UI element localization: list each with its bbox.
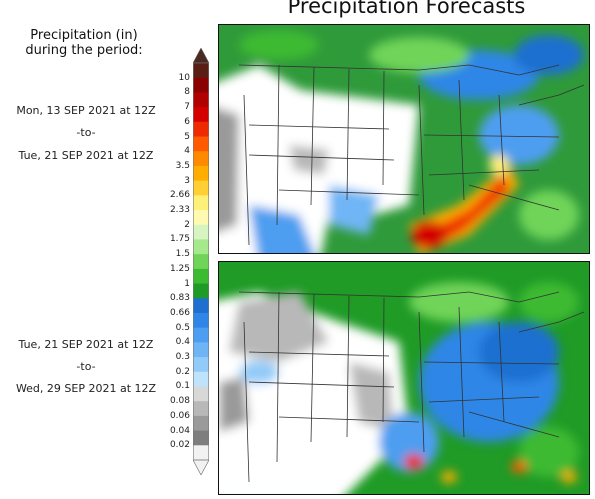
- scale-swatch: [193, 430, 209, 446]
- map-week1-image: [219, 25, 589, 253]
- scale-arrow-top: [193, 48, 209, 64]
- period-week2-sep: -to-: [76, 360, 96, 373]
- scale-tick-label: 3.5: [175, 160, 190, 171]
- scale-swatch: [193, 136, 209, 152]
- scale-swatch: [193, 180, 209, 196]
- scale-swatch: [193, 401, 209, 417]
- legend-heading-line1: Precipitation (in): [30, 28, 138, 43]
- scale-tick-label: 2.33: [169, 205, 190, 216]
- map-week2: [218, 261, 590, 495]
- scale-tick-label: 0.06: [169, 410, 190, 421]
- scale-tick-label: 0.5: [175, 322, 190, 333]
- scale-swatch: [193, 224, 209, 240]
- scale-swatch: [193, 312, 209, 329]
- scale-frame: [193, 62, 209, 461]
- scale-swatch: [193, 195, 209, 211]
- scale-swatch: [193, 445, 209, 461]
- scale-swatch: [193, 77, 209, 93]
- period-week2-start: Tue, 21 SEP 2021 at 12Z: [18, 338, 154, 351]
- period-week1-start: Mon, 13 SEP 2021 at 12Z: [16, 104, 156, 117]
- scale-tick-label: 0.4: [175, 337, 190, 348]
- legend-heading: Precipitation (in) during the period:: [10, 28, 158, 58]
- scale-tick-label: 0.2: [175, 366, 190, 377]
- scale-swatch: [193, 371, 209, 387]
- scale-swatch: [193, 121, 209, 138]
- scale-swatch: [193, 283, 209, 299]
- scale-tick-label: 0.83: [169, 293, 190, 304]
- scale-arrow-bottom: [193, 459, 209, 475]
- scale-tick-label: 2: [184, 219, 190, 230]
- scale-tick-label: 1.75: [169, 234, 190, 245]
- period-week1-sep: -to-: [76, 126, 96, 139]
- scale-tick-label: 6: [184, 116, 190, 127]
- scale-swatch: [193, 342, 209, 358]
- scale-tick-label: 0.08: [169, 396, 190, 407]
- scale-tick-label: 0.02: [169, 440, 190, 451]
- scale-tick-label: 1.25: [169, 263, 190, 274]
- scale-swatch: [193, 327, 209, 343]
- scale-swatch: [193, 210, 209, 226]
- period-week1-end: Tue, 21 SEP 2021 at 12Z: [18, 149, 154, 162]
- legend-heading-line2: during the period:: [25, 43, 143, 58]
- scale-swatch: [193, 357, 209, 373]
- scale-swatch: [193, 386, 209, 402]
- scale-swatch: [193, 254, 209, 270]
- scale-tick-label: 10: [178, 72, 190, 83]
- scale-tick-label: 0.3: [175, 352, 190, 363]
- scale-swatch: [193, 107, 209, 123]
- scale-swatch: [193, 151, 209, 167]
- scale-swatch: [193, 165, 209, 182]
- scale-tick-label: 0.66: [169, 307, 190, 318]
- period-week2-end: Wed, 29 SEP 2021 at 12Z: [15, 382, 157, 395]
- scale-tick-label: 0.04: [169, 425, 190, 436]
- scale-tick-label: 2.66: [169, 190, 190, 201]
- scale-tick-label: 7: [184, 102, 190, 113]
- scale-swatch: [193, 268, 209, 285]
- scale-tick-label: 1.5: [175, 249, 190, 260]
- scale-swatch: [193, 298, 209, 314]
- chart-title: Precipitation Forecasts: [287, 0, 526, 18]
- scale-swatch: [193, 239, 209, 255]
- color-scale-bar: [193, 48, 209, 475]
- scale-swatch: [193, 63, 209, 79]
- scale-tick-label: 8: [184, 87, 190, 98]
- scale-tick-label: 5: [184, 131, 190, 142]
- scale-tick-label: 1: [184, 278, 190, 289]
- scale-swatch: [193, 92, 209, 108]
- scale-tick-label: 0.1: [175, 381, 190, 392]
- map-week2-image: [219, 262, 589, 494]
- scale-tick-label: 3: [184, 175, 190, 186]
- map-week1: [218, 24, 590, 254]
- scale-swatch: [193, 415, 209, 432]
- scale-tick-label: 4: [184, 146, 190, 157]
